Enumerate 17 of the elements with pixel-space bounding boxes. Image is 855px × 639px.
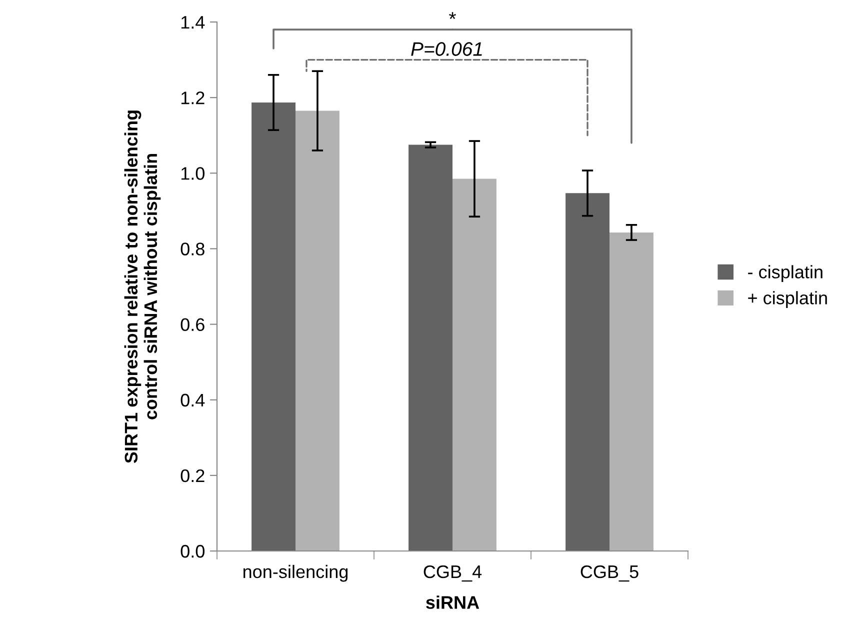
y-axis-title: SIRT1 expresion relative to non-silencing control siRNA without cisplatin	[124, 110, 161, 464]
x-axis-title: siRNA	[426, 596, 480, 609]
legend-label: - cisplatin	[748, 265, 822, 282]
y-tick-label: 0.4	[180, 394, 205, 407]
y-tick-label: 0.2	[180, 469, 204, 482]
x-tick-label: non-silencing	[244, 564, 348, 582]
y-tick-label: 1.2	[181, 92, 204, 104]
annotation: P=0.061	[411, 42, 482, 56]
x-tick-label: CGB_5	[580, 565, 638, 582]
y-tick-label: 0.8	[180, 242, 204, 256]
y-tick-label: 1.4	[181, 16, 205, 29]
y-tick-label: 0.6	[180, 318, 204, 332]
y-tick-label: 1.0	[181, 167, 204, 180]
legend-label: + cisplatin	[748, 291, 827, 308]
y-tick-label: 0.0	[180, 544, 204, 558]
text: *	[449, 12, 456, 19]
x-tick-label: CGB_4	[424, 565, 482, 582]
